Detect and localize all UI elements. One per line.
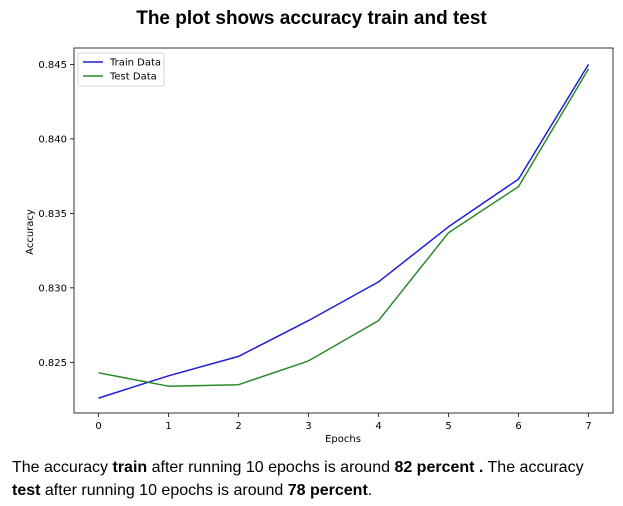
- y-tick-label: 0.830: [38, 283, 67, 294]
- y-axis-ticks: 0.825 0.830 0.835 0.840 0.845: [38, 60, 74, 369]
- y-axis-label: Accuracy: [25, 209, 36, 255]
- caption-text-5: .: [367, 482, 373, 499]
- caption-bold-train-value: 82 percent .: [394, 459, 484, 476]
- line-chart: 0.825 0.830 0.835 0.840 0.845 0 1 2 3 4 5 6 7 Epoch…: [25, 47, 614, 445]
- x-tick-label: 6: [515, 421, 521, 432]
- x-tick-label: 5: [445, 421, 451, 432]
- series-line-train: [98, 64, 590, 399]
- legend-label-test: Test Data: [109, 72, 157, 83]
- y-tick-label: 0.840: [38, 134, 67, 145]
- legend: Train Data Test Data: [77, 52, 165, 87]
- caption-bold-test-value: 78 percent: [287, 482, 368, 499]
- x-tick-label: 1: [165, 421, 171, 432]
- caption-text-3: The accuracy: [483, 459, 584, 476]
- y-tick-label: 0.845: [38, 60, 67, 71]
- caption-text-4: after running 10 epochs is around: [40, 482, 288, 499]
- caption-bold-train: train: [112, 459, 148, 476]
- x-tick-label: 0: [95, 421, 101, 432]
- x-axis-label: Epochs: [325, 434, 361, 445]
- caption: The accuracy train after running 10 epoc…: [12, 456, 616, 502]
- series-layer: [98, 64, 590, 399]
- page-title: The plot shows accuracy train and test: [136, 8, 487, 29]
- series-line-test: [98, 68, 590, 387]
- legend-label-train: Train Data: [109, 58, 161, 69]
- x-tick-label: 2: [235, 421, 241, 432]
- caption-text-2: after running 10 epochs is around: [147, 459, 395, 476]
- plot-frame: [73, 47, 614, 414]
- x-tick-label: 4: [375, 421, 381, 432]
- x-tick-label: 7: [585, 421, 591, 432]
- caption-text-1: The accuracy: [12, 459, 113, 476]
- caption-bold-test: test: [12, 482, 41, 499]
- y-tick-label: 0.835: [38, 209, 67, 220]
- y-tick-label: 0.825: [38, 358, 67, 369]
- x-axis-ticks: 0 1 2 3 4 5 6 7: [95, 413, 592, 432]
- x-tick-label: 3: [305, 421, 311, 432]
